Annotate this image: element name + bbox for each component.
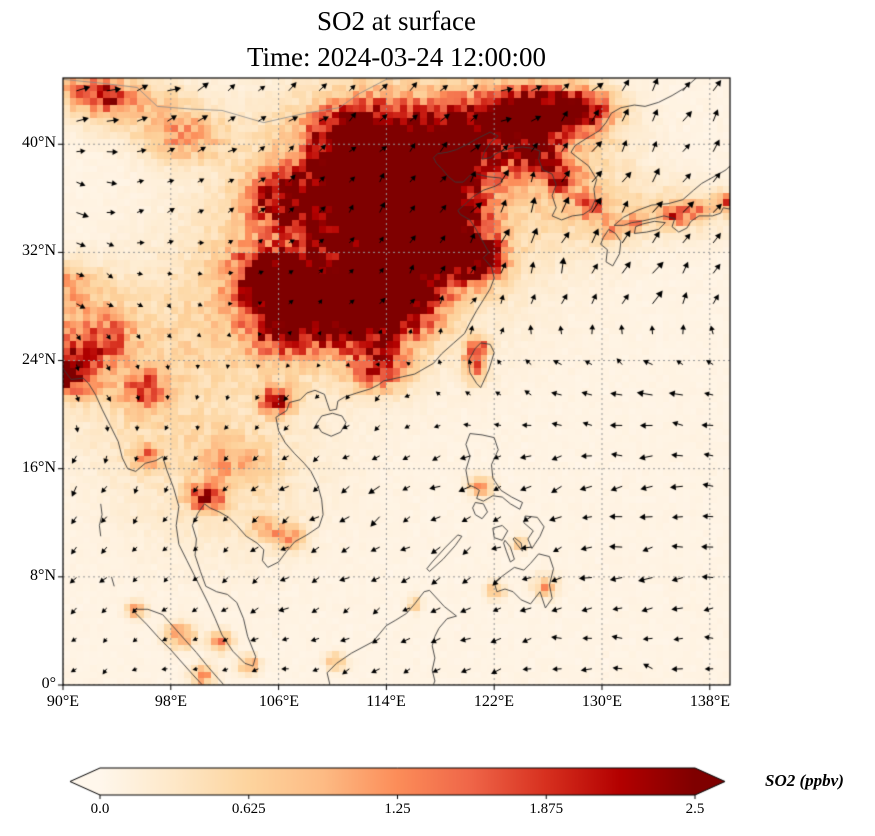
y-tick-8n: 8°N xyxy=(30,567,56,584)
x-tick-138e: 138°E xyxy=(689,693,731,710)
colorbar-tick-0: 0.0 xyxy=(90,801,110,817)
colorbar-tick-0625: 0.625 xyxy=(231,801,266,817)
x-tick-114e: 114°E xyxy=(366,693,406,710)
colorbar-label: SO2 (ppbv) xyxy=(765,771,844,790)
colorbar-tick-125: 1.25 xyxy=(384,801,411,817)
x-tick-122e: 122°E xyxy=(473,693,515,710)
y-tick-32n: 32°N xyxy=(22,242,56,259)
y-tick-16n: 16°N xyxy=(22,459,56,476)
y-tick-0: 0° xyxy=(41,675,56,692)
y-tick-24n: 24°N xyxy=(22,351,56,368)
colorbar-tick-25: 2.5 xyxy=(685,801,705,817)
x-tick-106e: 106°E xyxy=(258,693,300,710)
colorbar-tick-1875: 1.875 xyxy=(529,801,564,817)
y-tick-40n: 40°N xyxy=(22,134,56,151)
x-tick-130e: 130°E xyxy=(581,693,623,710)
figure-subtitle: Time: 2024-03-24 12:00:00 xyxy=(246,42,547,72)
x-tick-90e: 90°E xyxy=(46,693,80,710)
x-tick-98e: 98°E xyxy=(154,693,188,710)
figure-title: SO2 at surface xyxy=(317,6,476,36)
